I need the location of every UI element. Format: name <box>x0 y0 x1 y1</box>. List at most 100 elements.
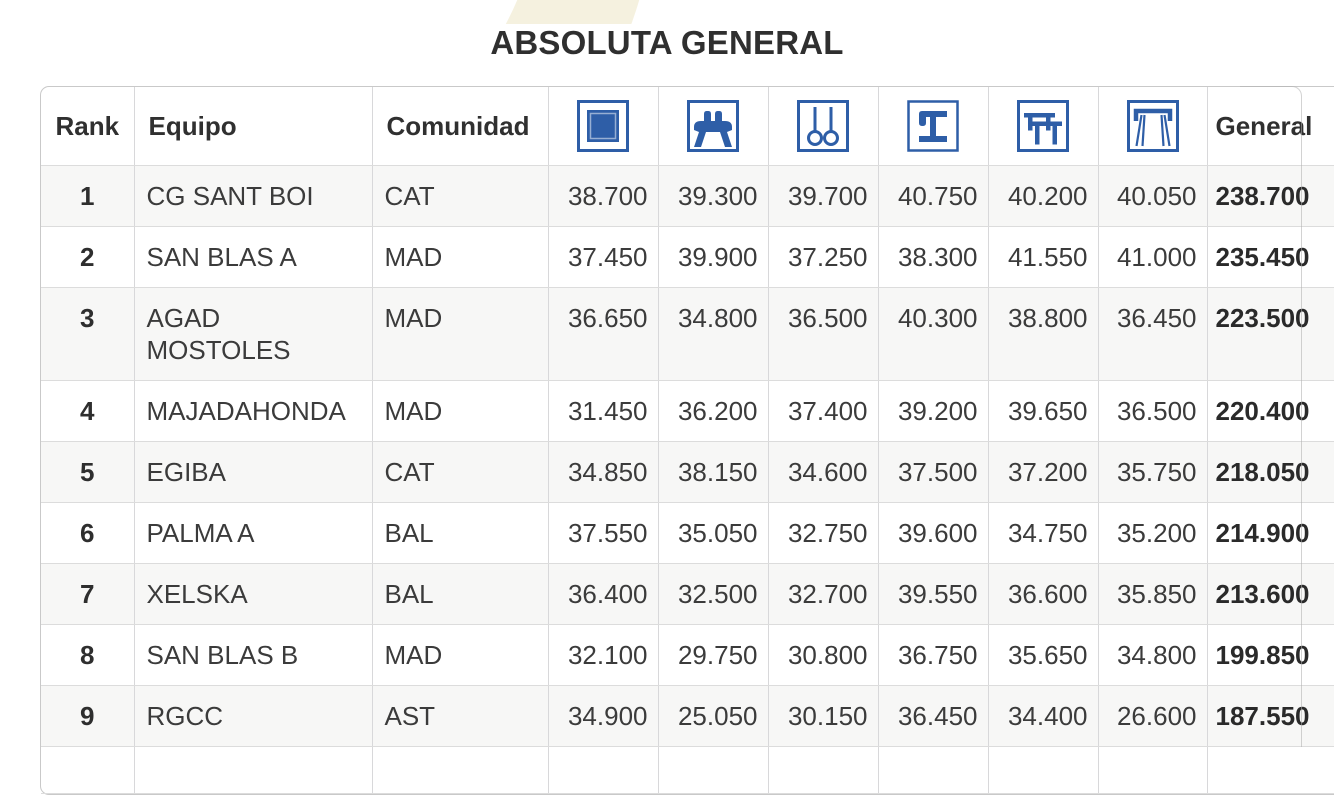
community-cell: MAD <box>372 226 549 288</box>
score-cell-floor: 31.450 <box>548 380 659 442</box>
community-cell: CAT <box>372 441 549 503</box>
score-cell-pommel: 29.750 <box>658 624 769 686</box>
score-cell-vault: 39.200 <box>878 380 989 442</box>
score-cell-pommel: 25.050 <box>658 685 769 747</box>
score-cell-hbar: 40.050 <box>1098 165 1208 227</box>
team-cell: PALMA A <box>134 502 373 564</box>
column-header-general: General <box>1207 87 1334 166</box>
table-row-partial <box>41 746 1334 794</box>
score-cell-hbar: 36.500 <box>1098 380 1208 442</box>
table-row: 8 SAN BLAS B MAD 32.100 29.750 30.800 36… <box>41 624 1334 686</box>
column-header-floor <box>548 87 659 166</box>
score-cell-rings: 39.700 <box>768 165 879 227</box>
rank-cell: 2 <box>41 226 135 288</box>
community-cell: AST <box>372 685 549 747</box>
score-cell-vault <box>878 746 989 794</box>
score-cell-pommel: 35.050 <box>658 502 769 564</box>
community-cell: MAD <box>372 624 549 686</box>
column-header-rings <box>768 87 879 166</box>
rings-icon <box>797 100 849 152</box>
pommel-horse-icon <box>687 100 739 152</box>
score-cell-pbars: 39.650 <box>988 380 1099 442</box>
table-row: 2 SAN BLAS A MAD 37.450 39.900 37.250 38… <box>41 226 1334 288</box>
column-header-parallel-bars <box>988 87 1099 166</box>
community-cell: MAD <box>372 287 549 381</box>
score-cell-rings <box>768 746 879 794</box>
column-header-pommel-horse <box>658 87 769 166</box>
general-cell: 218.050 <box>1207 441 1334 503</box>
score-cell-rings: 37.250 <box>768 226 879 288</box>
score-cell-floor <box>548 746 659 794</box>
score-cell-vault: 40.750 <box>878 165 989 227</box>
score-cell-pbars: 34.400 <box>988 685 1099 747</box>
score-cell-rings: 36.500 <box>768 287 879 381</box>
team-cell <box>134 746 373 794</box>
horizontal-bar-icon <box>1126 100 1179 152</box>
score-cell-pbars <box>988 746 1099 794</box>
score-cell-hbar <box>1098 746 1208 794</box>
team-cell: CG SANT BOI <box>134 165 373 227</box>
score-cell-vault: 36.750 <box>878 624 989 686</box>
score-cell-vault: 38.300 <box>878 226 989 288</box>
score-cell-floor: 37.450 <box>548 226 659 288</box>
team-cell: RGCC <box>134 685 373 747</box>
score-cell-pommel: 34.800 <box>658 287 769 381</box>
general-cell: 223.500 <box>1207 287 1334 381</box>
score-cell-pommel: 39.900 <box>658 226 769 288</box>
general-cell: 187.550 <box>1207 685 1334 747</box>
score-cell-floor: 37.550 <box>548 502 659 564</box>
score-cell-rings: 30.150 <box>768 685 879 747</box>
general-cell: 199.850 <box>1207 624 1334 686</box>
header-row: Rank Equipo Comunidad <box>41 87 1334 166</box>
general-cell: 238.700 <box>1207 165 1334 227</box>
score-cell-vault: 39.550 <box>878 563 989 625</box>
rank-cell: 7 <box>41 563 135 625</box>
team-cell: MAJADAHONDA <box>134 380 373 442</box>
community-cell: BAL <box>372 563 549 625</box>
table-row: 6 PALMA A BAL 37.550 35.050 32.750 39.60… <box>41 502 1334 564</box>
score-cell-vault: 39.600 <box>878 502 989 564</box>
score-cell-hbar: 41.000 <box>1098 226 1208 288</box>
score-cell-pbars: 41.550 <box>988 226 1099 288</box>
column-header-vault <box>878 87 989 166</box>
floor-icon <box>577 100 629 152</box>
team-cell: SAN BLAS A <box>134 226 373 288</box>
table-row: 7 XELSKA BAL 36.400 32.500 32.700 39.550… <box>41 563 1334 625</box>
community-cell: MAD <box>372 380 549 442</box>
score-cell-hbar: 35.850 <box>1098 563 1208 625</box>
score-cell-vault: 36.450 <box>878 685 989 747</box>
rank-cell: 8 <box>41 624 135 686</box>
score-cell-pommel: 36.200 <box>658 380 769 442</box>
team-cell: EGIBA <box>134 441 373 503</box>
general-cell: 220.400 <box>1207 380 1334 442</box>
score-cell-floor: 34.850 <box>548 441 659 503</box>
column-header-horizontal-bar <box>1098 87 1208 166</box>
score-cell-pommel <box>658 746 769 794</box>
score-cell-vault: 40.300 <box>878 287 989 381</box>
community-cell <box>372 746 549 794</box>
rank-cell: 5 <box>41 441 135 503</box>
score-cell-pommel: 39.300 <box>658 165 769 227</box>
results-table-container: Rank Equipo Comunidad <box>40 86 1334 795</box>
parallel-bars-icon <box>1017 100 1069 152</box>
column-header-rank: Rank <box>41 87 135 166</box>
table-row: 5 EGIBA CAT 34.850 38.150 34.600 37.500 … <box>41 441 1334 503</box>
score-cell-rings: 30.800 <box>768 624 879 686</box>
score-cell-rings: 34.600 <box>768 441 879 503</box>
score-cell-pbars: 38.800 <box>988 287 1099 381</box>
score-cell-pbars: 34.750 <box>988 502 1099 564</box>
score-cell-rings: 32.750 <box>768 502 879 564</box>
column-header-team: Equipo <box>134 87 373 166</box>
rank-cell: 9 <box>41 685 135 747</box>
rank-cell: 4 <box>41 380 135 442</box>
table-row: 4 MAJADAHONDA MAD 31.450 36.200 37.400 3… <box>41 380 1334 442</box>
score-cell-floor: 36.650 <box>548 287 659 381</box>
general-cell: 213.600 <box>1207 563 1334 625</box>
score-cell-vault: 37.500 <box>878 441 989 503</box>
general-cell: 214.900 <box>1207 502 1334 564</box>
score-cell-hbar: 35.750 <box>1098 441 1208 503</box>
results-table: Rank Equipo Comunidad <box>41 87 1334 794</box>
community-cell: CAT <box>372 165 549 227</box>
score-cell-hbar: 34.800 <box>1098 624 1208 686</box>
score-cell-pommel: 32.500 <box>658 563 769 625</box>
